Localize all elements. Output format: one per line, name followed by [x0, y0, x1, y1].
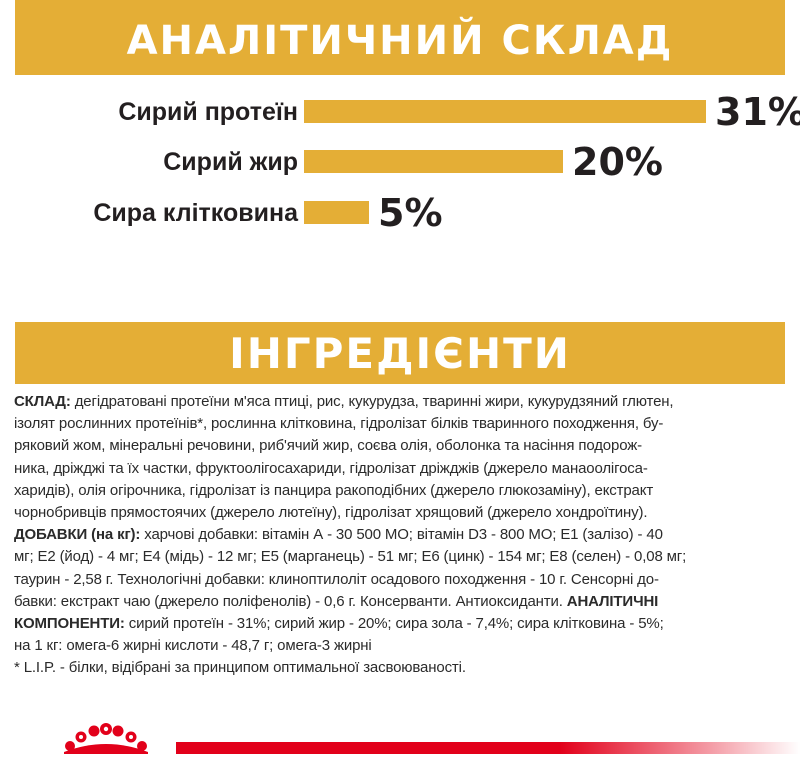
ingredients-text-segment: харчові добавки: вітамін А - 30 500 МО; … [140, 526, 663, 544]
analysis-row-value: 5% [378, 191, 443, 235]
ingredients-line: на 1 кг: омега-6 жирні кислоти - 48,7 г;… [14, 635, 790, 657]
ingredients-text: СКЛАД: дегідратовані протеїни м'яса птиц… [14, 391, 790, 680]
ingredients-line: ряковий жом, мінеральні речовини, риб'яч… [14, 435, 790, 457]
analysis-row-bar [304, 100, 706, 123]
ingredients-text-segment: бавки: екстракт чаю (джерело поліфенолів… [14, 592, 567, 610]
ingredients-text-segment: чорнобривців прямостоячих (джерело лютеї… [14, 504, 648, 522]
ingredients-line: ізолят рослинних протеїнів*, рослинна кл… [14, 413, 790, 435]
analysis-row: Сирий протеїн 31% [0, 92, 800, 132]
ingredients-line: СКЛАД: дегідратовані протеїни м'яса птиц… [14, 391, 790, 413]
analysis-row-bar [304, 201, 369, 224]
analysis-row-value: 31% [715, 90, 800, 134]
analysis-title: АНАЛІТИЧНИЙ СКЛАД [126, 18, 674, 64]
footer-red-line [0, 742, 800, 754]
ingredients-line: таурин - 2,58 г. Технологічні добавки: к… [14, 569, 790, 591]
analysis-row: Сирий жир 20% [0, 142, 800, 182]
ingredients-line: бавки: екстракт чаю (джерело поліфенолів… [14, 591, 790, 613]
ingredients-text-segment: сирий протеїн - 31%; сирий жир - 20%; си… [124, 615, 664, 633]
analysis-row-label: Сирий жир [163, 148, 298, 176]
ingredients-line: * L.I.P. - білки, відібрані за принципом… [14, 657, 790, 679]
analysis-row-label: Сира клітковина [93, 199, 298, 227]
ingredients-line: мг; Е2 (йод) - 4 мг; Е4 (мідь) - 12 мг; … [14, 546, 790, 568]
ingredients-heading: КОМПОНЕНТИ: [14, 615, 125, 633]
ingredients-text-segment: таурин - 2,58 г. Технологічні добавки: к… [14, 570, 659, 588]
ingredients-text-segment: * L.I.P. - білки, відібрані за принципом… [14, 659, 466, 677]
ingredients-title: ІНГРЕДІЄНТИ [229, 329, 571, 378]
ingredients-line: КОМПОНЕНТИ: сирий протеїн - 31%; сирий ж… [14, 613, 790, 635]
ingredients-heading: АНАЛІТИЧНІ [566, 592, 659, 610]
ingredients-text-segment: харидів), олія огірочника, гідролізат із… [14, 481, 654, 499]
ingredients-line: харидів), олія огірочника, гідролізат із… [14, 480, 790, 502]
ingredients-text-segment: на 1 кг: омега-6 жирні кислоти - 48,7 г;… [14, 637, 372, 655]
ingredients-text-segment: ника, дріжджі та їх частки, фруктоолігос… [14, 459, 648, 477]
analysis-row-label: Сирий протеїн [118, 98, 298, 126]
royal-canin-crown-icon [64, 723, 148, 754]
ingredients-line: ника, дріжджі та їх частки, фруктоолігос… [14, 458, 790, 480]
ingredients-heading: ДОБАВКИ (на кг): [14, 526, 141, 544]
ingredients-title-banner: ІНГРЕДІЄНТИ [15, 322, 785, 384]
ingredients-heading: СКЛАД: [14, 393, 71, 410]
analysis-row-bar [304, 150, 563, 173]
ingredients-line: ДОБАВКИ (на кг): харчові добавки: вітамі… [14, 524, 790, 546]
ingredients-line: чорнобривців прямостоячих (джерело лютеї… [14, 502, 790, 524]
ingredients-text-segment: ізолят рослинних протеїнів*, рослинна кл… [14, 415, 664, 433]
analysis-row: Сира клітковина 5% [0, 193, 800, 233]
analysis-title-banner: АНАЛІТИЧНИЙ СКЛАД [15, 0, 785, 75]
ingredients-text-segment: дегідратовані протеїни м'яса птиці, рис,… [70, 393, 674, 410]
analysis-row-value: 20% [572, 140, 663, 184]
ingredients-text-segment: мг; Е2 (йод) - 4 мг; Е4 (мідь) - 12 мг; … [14, 548, 687, 566]
ingredients-text-segment: ряковий жом, мінеральні речовини, риб'яч… [14, 437, 642, 455]
